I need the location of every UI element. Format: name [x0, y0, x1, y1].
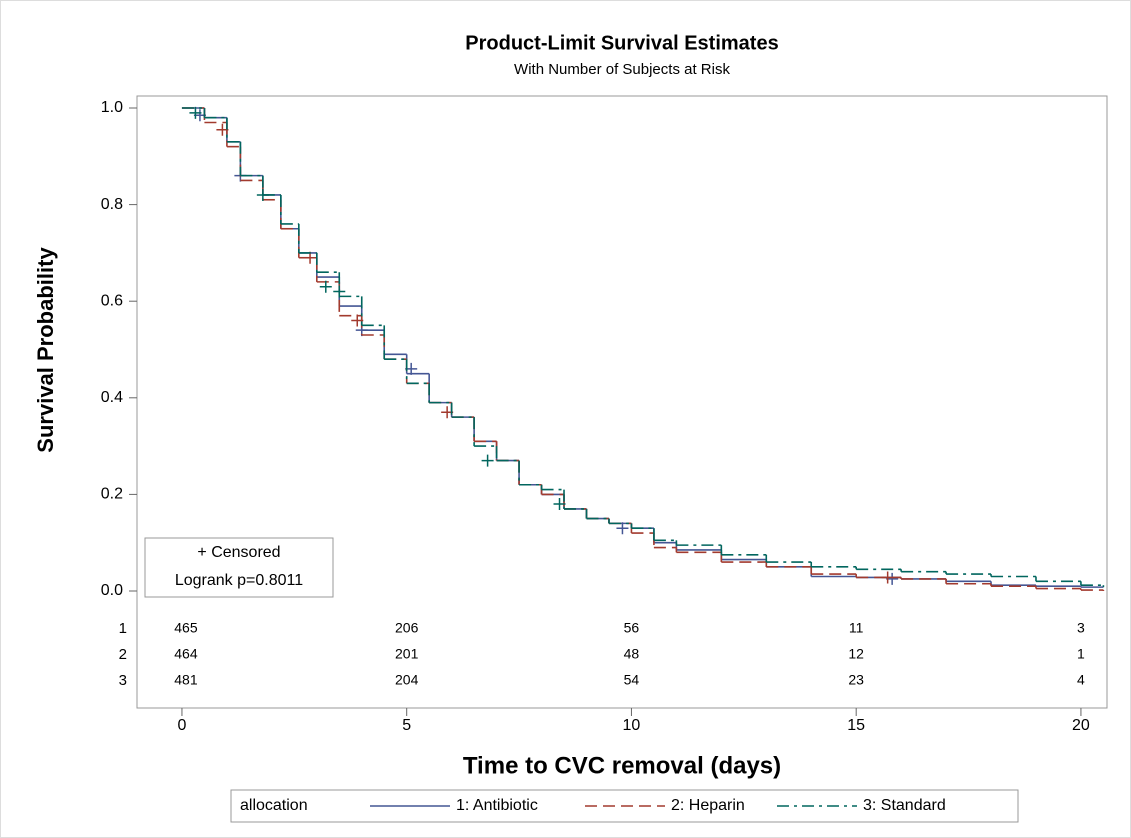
y-axis-label: Survival Probability [33, 247, 58, 453]
y-tick-label: 0.4 [101, 389, 123, 406]
at-risk-count: 201 [395, 646, 419, 662]
censor-mark [319, 280, 332, 293]
censor-mark [216, 123, 229, 136]
at-risk-count: 4 [1077, 672, 1085, 688]
at-risk-count: 56 [624, 620, 640, 636]
chart-subtitle: With Number of Subjects at Risk [514, 61, 730, 78]
at-risk-count: 11 [849, 620, 864, 636]
at-risk-label: 1 [119, 620, 127, 637]
y-tick-label: 0.8 [101, 196, 123, 213]
at-risk-count: 481 [174, 672, 198, 688]
at-risk-count: 12 [848, 646, 864, 662]
at-risk-count: 465 [174, 620, 198, 636]
censor-mark [256, 188, 269, 201]
legend-label: 1: Antibiotic [456, 797, 538, 814]
x-axis-label: Time to CVC removal (days) [463, 752, 781, 779]
legend-title: allocation [240, 797, 308, 814]
censor-mark [481, 454, 494, 467]
censor-mark [351, 314, 364, 327]
at-risk-count: 206 [395, 620, 419, 636]
at-risk-count: 464 [174, 646, 198, 662]
censor-mark [881, 571, 894, 584]
inset-text: Logrank p=0.8011 [175, 572, 303, 589]
y-tick-label: 0.0 [101, 582, 123, 599]
x-tick-label: 10 [623, 717, 641, 734]
at-risk-count: 3 [1077, 620, 1085, 636]
at-risk-count: 23 [848, 672, 864, 688]
x-tick-label: 20 [1072, 717, 1090, 734]
plot-frame [136, 95, 1108, 709]
censor-mark [616, 522, 629, 535]
legend-label: 3: Standard [863, 797, 946, 814]
censor-mark [189, 106, 202, 119]
inset-text: + Censored [197, 544, 280, 561]
at-risk-count: 204 [395, 672, 419, 688]
censor-mark [304, 251, 317, 264]
x-tick-label: 15 [847, 717, 865, 734]
at-risk-count: 48 [624, 646, 640, 662]
at-risk-label: 3 [119, 672, 127, 689]
at-risk-count: 54 [624, 672, 640, 688]
x-tick-label: 5 [402, 717, 411, 734]
y-tick-label: 0.2 [101, 486, 123, 503]
at-risk-label: 2 [119, 646, 127, 663]
inset-box [144, 537, 334, 598]
legend-label: 2: Heparin [671, 797, 745, 814]
at-risk-count: 1 [1077, 646, 1085, 662]
chart-title: Product-Limit Survival Estimates [465, 32, 778, 54]
censor-mark [553, 498, 566, 511]
censor-mark [333, 285, 346, 298]
y-tick-label: 0.6 [101, 292, 123, 309]
y-tick-label: 1.0 [101, 99, 123, 116]
x-tick-label: 0 [177, 717, 186, 734]
